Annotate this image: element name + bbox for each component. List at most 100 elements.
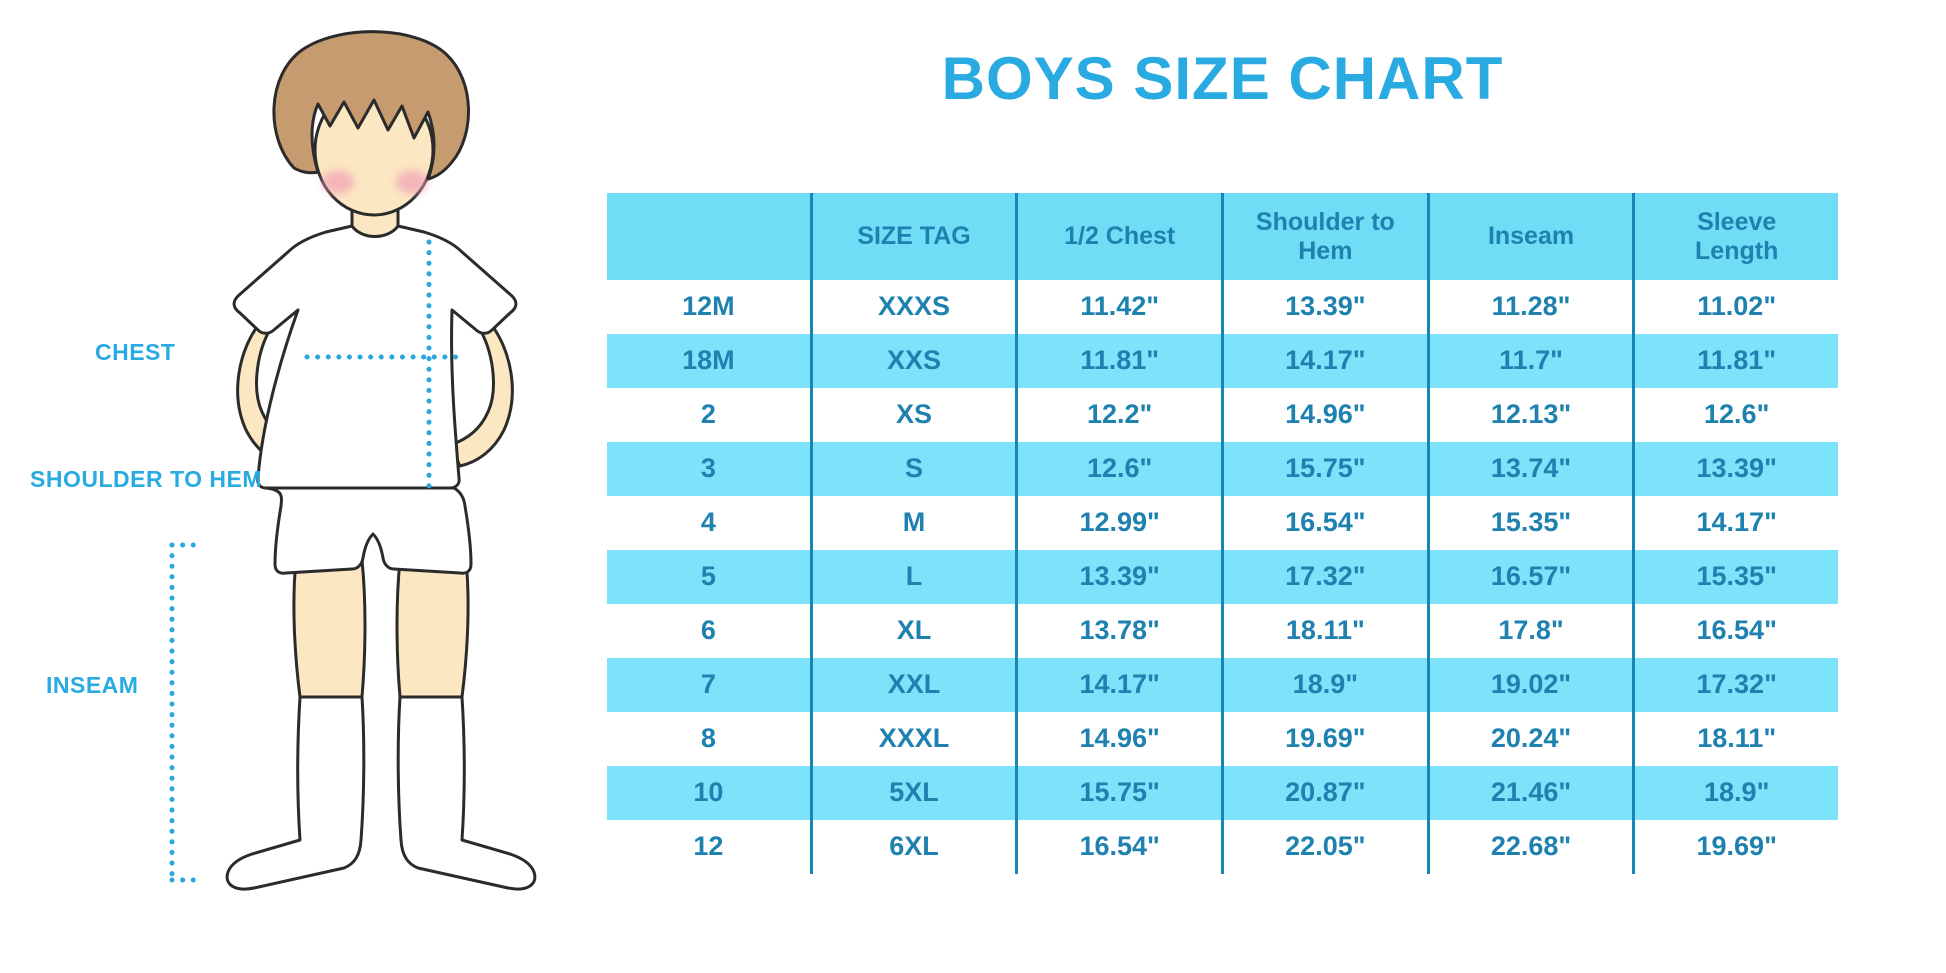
- cell: 21.46": [1430, 766, 1636, 820]
- cell: 16.54": [1018, 820, 1225, 874]
- boy-shorts: [264, 486, 473, 575]
- boy-cheek-left: [322, 170, 354, 194]
- cell: 15.75": [1224, 442, 1430, 496]
- cell: 19.02": [1430, 658, 1636, 712]
- boy-illustration: [169, 30, 537, 891]
- cell: 15.35": [1696, 561, 1777, 592]
- boy-sock-right: [396, 695, 537, 891]
- table-row: 7 XXL 14.17" 18.9" 19.02" 17.32": [607, 658, 1838, 712]
- cell: 11.28": [1430, 280, 1636, 334]
- cell: 5XL: [813, 766, 1019, 820]
- table-row: 2 XS 12.2" 14.96" 12.13" 12.6": [607, 388, 1838, 442]
- table-row: 12M XXXS 11.42" 13.39" 11.28" 11.02": [607, 280, 1838, 334]
- cell: 12: [607, 820, 813, 874]
- boy-leg-left: [292, 558, 367, 699]
- cell: XXXL: [813, 712, 1019, 766]
- header-cell-sleeve-length: Sleeve Length: [1695, 207, 1779, 265]
- table-header-row: SIZE TAG 1/2 Chest Shoulder to Hem Insea…: [607, 193, 1838, 280]
- cell: 12.99": [1018, 496, 1225, 550]
- cell: 11.7": [1430, 334, 1636, 388]
- cell: M: [813, 496, 1019, 550]
- cell: 11.81": [1018, 334, 1225, 388]
- boy-arm-right: [448, 318, 514, 468]
- inseam-label: INSEAM: [46, 672, 139, 698]
- cell: 22.68": [1430, 820, 1636, 874]
- table-row: 4 M 12.99" 16.54" 15.35" 14.17": [607, 496, 1838, 550]
- cell: 2: [607, 388, 813, 442]
- cell: L: [813, 550, 1019, 604]
- table-row: 18M XXS 11.81" 14.17" 11.7" 11.81": [607, 334, 1838, 388]
- header-cell-shoulder-to-hem: Shoulder to Hem: [1224, 193, 1430, 280]
- inseam-measure-line: [169, 542, 201, 883]
- cell: 6XL: [813, 820, 1019, 874]
- boy-cheek-right: [396, 170, 428, 194]
- cell: 12.6": [1704, 399, 1770, 430]
- cell: 12.6": [1018, 442, 1225, 496]
- boy-leg-right: [395, 558, 470, 699]
- cell: 5: [607, 550, 813, 604]
- boy-tshirt: [232, 224, 518, 490]
- cell: 11.42": [1018, 280, 1225, 334]
- cell: 15.75": [1018, 766, 1225, 820]
- cell: XXS: [813, 334, 1019, 388]
- header-cell-size-tag: SIZE TAG: [813, 193, 1019, 280]
- header-cell-size: [607, 193, 813, 280]
- table-row: 10 5XL 15.75" 20.87" 21.46" 18.9": [607, 766, 1838, 820]
- cell: 16.54": [1696, 615, 1777, 646]
- cell: 20.87": [1224, 766, 1430, 820]
- cell: 3: [607, 442, 813, 496]
- cell: 8: [607, 712, 813, 766]
- cell: 4: [607, 496, 813, 550]
- cell: 11.02": [1697, 291, 1777, 322]
- cell: 18.9": [1224, 658, 1430, 712]
- cell: 18.11": [1224, 604, 1430, 658]
- cell: 10: [607, 766, 813, 820]
- cell: 22.05": [1224, 820, 1430, 874]
- cell: 12.2": [1018, 388, 1225, 442]
- cell: 13.39": [1224, 280, 1430, 334]
- shoulder-to-hem-label: SHOULDER TO HEM: [30, 466, 262, 492]
- cell: 13.78": [1018, 604, 1225, 658]
- cell: 7: [607, 658, 813, 712]
- table-row: 12 6XL 16.54" 22.05" 22.68" 19.69": [607, 820, 1838, 874]
- cell: 18.11": [1697, 723, 1777, 754]
- cell: XL: [813, 604, 1019, 658]
- cell: 13.39": [1018, 550, 1225, 604]
- boy-sock-left: [225, 695, 366, 891]
- table-row: 6 XL 13.78" 18.11" 17.8" 16.54": [607, 604, 1838, 658]
- cell: 16.57": [1430, 550, 1636, 604]
- page-title: BOYS SIZE CHART: [941, 45, 1504, 112]
- cell: 19.69": [1696, 831, 1777, 862]
- size-table: SIZE TAG 1/2 Chest Shoulder to Hem Insea…: [607, 193, 1838, 874]
- cell: XXXS: [813, 280, 1019, 334]
- table-row: 3 S 12.6" 15.75" 13.74" 13.39": [607, 442, 1838, 496]
- cell: S: [813, 442, 1019, 496]
- cell: 6: [607, 604, 813, 658]
- cell: 13.74": [1430, 442, 1636, 496]
- cell: XXL: [813, 658, 1019, 712]
- cell: 16.54": [1224, 496, 1430, 550]
- cell: XS: [813, 388, 1019, 442]
- cell: 14.96": [1018, 712, 1225, 766]
- cell: 12M: [607, 280, 813, 334]
- cell: 20.24": [1430, 712, 1636, 766]
- cell: 12.13": [1430, 388, 1636, 442]
- cell: 19.69": [1224, 712, 1430, 766]
- chest-label: CHEST: [95, 339, 176, 365]
- header-cell-inseam: Inseam: [1430, 193, 1636, 280]
- cell: 13.39": [1696, 453, 1777, 484]
- cell: 11.81": [1697, 345, 1777, 376]
- cell: 14.17": [1696, 507, 1777, 538]
- cell: 18M: [607, 334, 813, 388]
- boy-hair: [272, 30, 470, 181]
- cell: 15.35": [1430, 496, 1636, 550]
- cell: 17.8": [1430, 604, 1636, 658]
- cell: 14.96": [1224, 388, 1430, 442]
- table-row: 8 XXXL 14.96" 19.69" 20.24" 18.11": [607, 712, 1838, 766]
- cell: 14.17": [1224, 334, 1430, 388]
- table-row: 5 L 13.39" 17.32" 16.57" 15.35": [607, 550, 1838, 604]
- cell: 14.17": [1018, 658, 1225, 712]
- cell: 17.32": [1696, 669, 1777, 700]
- header-cell-half-chest: 1/2 Chest: [1018, 193, 1225, 280]
